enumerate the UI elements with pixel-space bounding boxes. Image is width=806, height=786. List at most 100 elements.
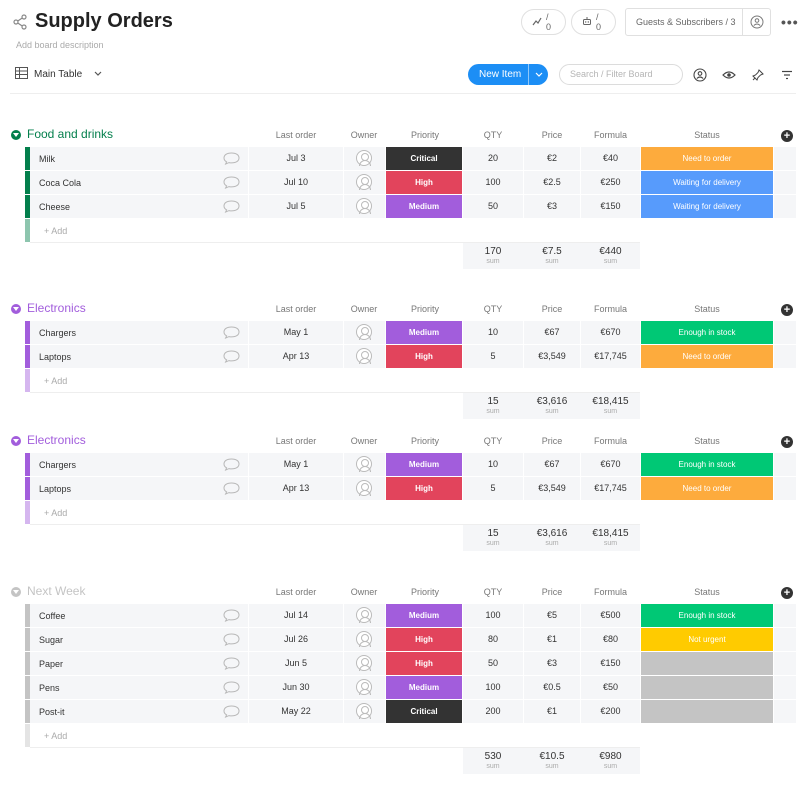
column-header-qty[interactable]: QTY	[483, 436, 503, 446]
priority-label[interactable]: High	[386, 652, 462, 675]
person-filter-icon[interactable]	[693, 68, 707, 82]
avatar-placeholder-icon[interactable]	[356, 703, 372, 719]
avatar-placeholder-icon[interactable]	[356, 348, 372, 364]
price-cell[interactable]: €67	[524, 453, 580, 476]
qty-cell[interactable]: 5	[463, 345, 523, 368]
priority-label[interactable]: Medium	[386, 604, 462, 627]
qty-cell[interactable]: 50	[463, 195, 523, 218]
last-order-cell[interactable]: Apr 13	[249, 477, 343, 500]
priority-label[interactable]: Critical	[386, 700, 462, 723]
status-label[interactable]	[641, 676, 773, 699]
status-label[interactable]: Need to order	[641, 345, 773, 368]
view-selector[interactable]: Main Table	[15, 67, 102, 82]
conversation-icon[interactable]	[223, 200, 240, 215]
price-cell[interactable]: €1	[524, 700, 580, 723]
qty-cell[interactable]: 100	[463, 604, 523, 627]
owner-cell[interactable]	[344, 700, 385, 723]
last-order-cell[interactable]: Jun 30	[249, 676, 343, 699]
qty-cell[interactable]: 100	[463, 676, 523, 699]
price-cell[interactable]: €1	[524, 628, 580, 651]
conversation-icon[interactable]	[223, 705, 240, 720]
table-row[interactable]: Chargers May 1 Medium 10 €67 €670 Enough in st…	[0, 321, 806, 345]
qty-cell[interactable]: 100	[463, 171, 523, 194]
priority-label[interactable]: High	[386, 628, 462, 651]
status-label[interactable]	[641, 652, 773, 675]
column-header-owner[interactable]: Owner	[350, 304, 378, 314]
table-row[interactable]: Sugar Jul 26 High 80 €1 €80 Not urgent	[0, 628, 806, 652]
table-row[interactable]: Chargers May 1 Medium 10 €67 €670 Enough in st…	[0, 453, 806, 477]
add-column-icon[interactable]: +	[781, 130, 793, 142]
column-header-owner[interactable]: Owner	[350, 587, 378, 597]
conversation-icon[interactable]	[223, 681, 240, 696]
avatar-placeholder-icon[interactable]	[356, 150, 372, 166]
board-description[interactable]: Add board description	[16, 40, 104, 50]
owner-cell[interactable]	[344, 676, 385, 699]
price-cell[interactable]: €3,549	[524, 345, 580, 368]
avatar-placeholder-icon[interactable]	[356, 174, 372, 190]
group-title[interactable]: Electronics	[27, 433, 86, 447]
price-cell[interactable]: €3,549	[524, 477, 580, 500]
price-cell[interactable]: €5	[524, 604, 580, 627]
group-collapse-icon[interactable]	[11, 130, 21, 140]
column-header-status[interactable]: Status	[694, 587, 720, 597]
owner-cell[interactable]	[344, 195, 385, 218]
price-cell[interactable]: €67	[524, 321, 580, 344]
priority-label[interactable]: Medium	[386, 453, 462, 476]
status-label[interactable]: Need to order	[641, 477, 773, 500]
qty-cell[interactable]: 200	[463, 700, 523, 723]
add-item-row[interactable]: + Add	[0, 219, 806, 243]
conversation-icon[interactable]	[223, 176, 240, 191]
conversation-icon[interactable]	[223, 152, 240, 167]
price-cell[interactable]: €2	[524, 147, 580, 170]
conversation-icon[interactable]	[223, 482, 240, 497]
item-name-cell[interactable]: Laptops	[30, 345, 248, 368]
add-item-input[interactable]: + Add	[44, 731, 68, 741]
group-collapse-icon[interactable]	[11, 304, 21, 314]
conversation-icon[interactable]	[223, 350, 240, 365]
automations-button[interactable]: / 0	[571, 9, 616, 35]
priority-label[interactable]: Medium	[386, 321, 462, 344]
table-row[interactable]: Laptops Apr 13 High 5 €3,549 €17,745 Need to o…	[0, 477, 806, 501]
group-title[interactable]: Food and drinks	[27, 127, 114, 141]
status-label[interactable]: Enough in stock	[641, 321, 773, 344]
last-order-cell[interactable]: Jul 5	[249, 195, 343, 218]
priority-label[interactable]: Medium	[386, 676, 462, 699]
avatar-placeholder-icon[interactable]	[356, 655, 372, 671]
item-name-cell[interactable]: Chargers	[30, 321, 248, 344]
pin-icon[interactable]	[751, 68, 765, 82]
item-name-cell[interactable]: Coffee	[30, 604, 248, 627]
item-name-cell[interactable]: Chargers	[30, 453, 248, 476]
last-order-cell[interactable]: Jul 3	[249, 147, 343, 170]
column-header-formula[interactable]: Formula	[593, 130, 627, 140]
item-name-cell[interactable]: Cheese	[30, 195, 248, 218]
price-cell[interactable]: €2.5	[524, 171, 580, 194]
conversation-icon[interactable]	[223, 458, 240, 473]
avatar-placeholder-icon[interactable]	[356, 607, 372, 623]
column-header-price[interactable]: Price	[541, 436, 563, 446]
column-header-qty[interactable]: QTY	[483, 304, 503, 314]
status-label[interactable]: Not urgent	[641, 628, 773, 651]
column-header-priority[interactable]: Priority	[410, 587, 439, 597]
board-title[interactable]: Supply Orders	[35, 10, 173, 32]
eye-icon[interactable]	[722, 68, 736, 82]
table-row[interactable]: Laptops Apr 13 High 5 €3,549 €17,745 Need to o…	[0, 345, 806, 369]
table-row[interactable]: Post-it May 22 Critical 200 €1 €200	[0, 700, 806, 724]
conversation-icon[interactable]	[223, 326, 240, 341]
priority-label[interactable]: High	[386, 345, 462, 368]
status-label[interactable]: Enough in stock	[641, 604, 773, 627]
add-column-icon[interactable]: +	[781, 436, 793, 448]
owner-cell[interactable]	[344, 345, 385, 368]
status-label[interactable]: Waiting for delivery	[641, 171, 773, 194]
people-icon[interactable]	[742, 8, 770, 36]
column-header-price[interactable]: Price	[541, 304, 563, 314]
column-header-formula[interactable]: Formula	[593, 304, 627, 314]
group-collapse-icon[interactable]	[11, 436, 21, 446]
qty-cell[interactable]: 80	[463, 628, 523, 651]
conversation-icon[interactable]	[223, 657, 240, 672]
owner-cell[interactable]	[344, 147, 385, 170]
qty-cell[interactable]: 20	[463, 147, 523, 170]
add-column-icon[interactable]: +	[781, 587, 793, 599]
last-order-cell[interactable]: Jun 5	[249, 652, 343, 675]
item-name-cell[interactable]: Pens	[30, 676, 248, 699]
more-options-icon[interactable]: •••	[781, 14, 799, 30]
